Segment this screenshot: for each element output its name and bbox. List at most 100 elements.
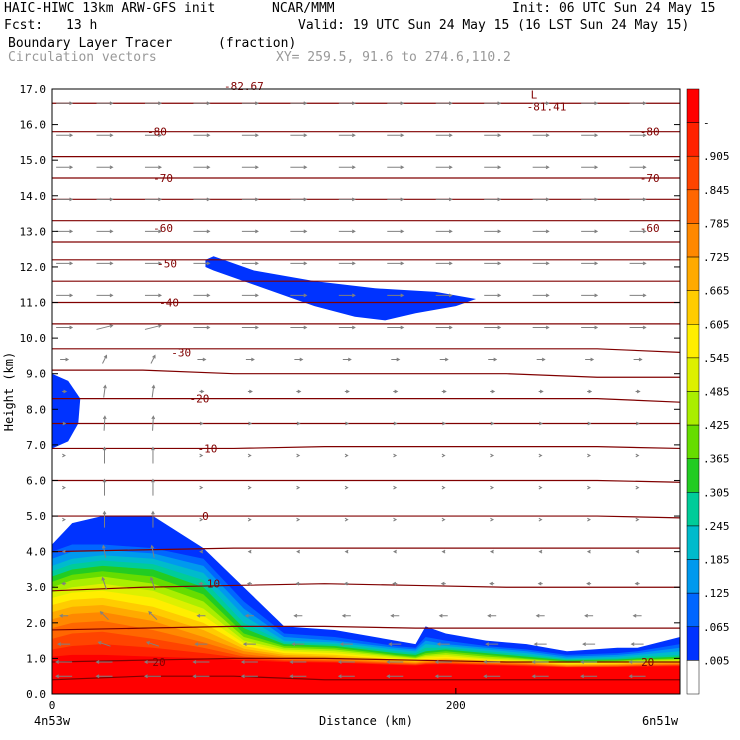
circulation-vector: [490, 453, 495, 458]
circulation-vector: [151, 478, 155, 496]
circulation-vector: [102, 510, 107, 528]
circulation-vector: [538, 389, 544, 394]
circulation-vector: [484, 325, 502, 330]
circulation-vector: [435, 325, 453, 330]
circulation-vector: [441, 517, 446, 522]
isotherm-line: [52, 625, 680, 631]
circulation-vector: [387, 133, 405, 138]
circulation-vector: [635, 549, 640, 554]
tracer-patch-left: [52, 373, 81, 449]
circulation-vector: [144, 197, 163, 202]
circulation-vector: [149, 576, 156, 590]
x-end-location: 6n51w: [642, 714, 679, 728]
circulation-vector: [144, 261, 163, 266]
x-tick-label: 200: [446, 699, 466, 712]
circulation-vector: [199, 485, 204, 490]
circulation-vector: [338, 261, 356, 266]
circulation-vector: [386, 660, 404, 664]
circulation-vector: [580, 660, 598, 664]
circulation-vector: [435, 101, 453, 106]
circulation-vector: [290, 293, 308, 298]
circulation-vector: [629, 293, 647, 298]
y-tick-label: 8.0: [26, 403, 46, 416]
colorbar-label: .485: [703, 386, 730, 399]
circulation-vector: [62, 389, 68, 394]
isotherm-label: 0: [202, 510, 209, 523]
circulation-vector: [434, 660, 452, 664]
circulation-vector: [581, 293, 599, 298]
circulation-vector: [489, 549, 494, 554]
circulation-vector: [199, 517, 204, 522]
circulation-vector: [245, 357, 255, 362]
circulation-vector: [629, 261, 647, 266]
overlay-name: Circulation vectors: [8, 50, 157, 65]
circulation-vector: [628, 674, 646, 679]
circulation-vector: [290, 325, 308, 330]
circulation-vector: [538, 517, 543, 522]
circulation-vector: [199, 549, 204, 554]
circulation-vector: [387, 101, 405, 106]
circulation-vector: [387, 293, 405, 298]
circulation-vector: [587, 389, 593, 394]
circulation-vector: [56, 229, 74, 234]
circulation-vector: [295, 581, 301, 586]
circulation-vector: [101, 544, 107, 558]
circulation-vector: [246, 581, 252, 586]
colorbar-label: .245: [703, 520, 730, 533]
circulation-vector: [55, 660, 73, 664]
circulation-vector: [60, 357, 70, 362]
circulation-vector: [629, 325, 647, 330]
circulation-vector: [344, 517, 349, 522]
circulation-vector: [436, 642, 450, 647]
isotherm-line: [52, 515, 680, 519]
circulation-vector: [434, 674, 452, 679]
circulation-vector: [441, 485, 446, 490]
circulation-vector: [62, 453, 66, 458]
circulation-vector: [635, 389, 641, 394]
colorbar-swatch: [686, 391, 700, 426]
y-tick-label: 3.0: [26, 581, 46, 594]
circulation-vector: [193, 229, 211, 234]
circulation-vector: [490, 517, 495, 522]
isotherm-label: -40: [159, 297, 179, 310]
circulation-vector: [241, 325, 259, 330]
circulation-vector: [296, 549, 301, 554]
circulation-vector: [199, 421, 204, 426]
isotherm-label: -70: [640, 172, 660, 185]
circulation-vector: [102, 354, 108, 364]
circulation-vector: [388, 642, 402, 647]
circulation-vector: [339, 642, 353, 647]
circulation-vector: [538, 485, 543, 490]
circulation-vector: [490, 485, 495, 490]
circulation-vector: [56, 261, 74, 266]
isotherm-line: [52, 583, 680, 592]
circulation-vector: [386, 674, 404, 679]
circulation-vector: [241, 293, 259, 298]
valid-time: Valid: 19 UTC Sun 24 May 15 (16 LST Sun …: [298, 18, 690, 33]
circulation-vector: [338, 133, 356, 138]
field-name: Boundary Layer Tracer: [8, 36, 173, 51]
circulation-vector: [96, 293, 114, 298]
circulation-vector: [435, 293, 453, 298]
circulation-vector: [628, 660, 646, 664]
x-start-location: 4n53w: [34, 714, 71, 728]
colorbar-label: .125: [703, 587, 730, 600]
circulation-vector: [584, 613, 594, 618]
circulation-vector: [294, 357, 304, 362]
circulation-vector: [296, 485, 301, 490]
circulation-vector: [289, 674, 307, 679]
isotherm-line: [52, 398, 680, 403]
circulation-vector: [629, 101, 647, 106]
forecast-label: Fcst:: [4, 18, 44, 33]
colorbar-label: .725: [703, 251, 730, 264]
circulation-vector: [56, 293, 74, 298]
circulation-vector: [485, 642, 499, 647]
circulation-vector: [193, 133, 211, 138]
isotherm-label: -80: [147, 126, 167, 139]
circulation-vector: [101, 576, 107, 590]
circulation-vector: [199, 389, 205, 394]
circulation-vector: [387, 197, 405, 202]
circulation-vector: [393, 453, 398, 458]
circulation-vector: [337, 660, 355, 664]
circulation-vector: [144, 133, 163, 138]
